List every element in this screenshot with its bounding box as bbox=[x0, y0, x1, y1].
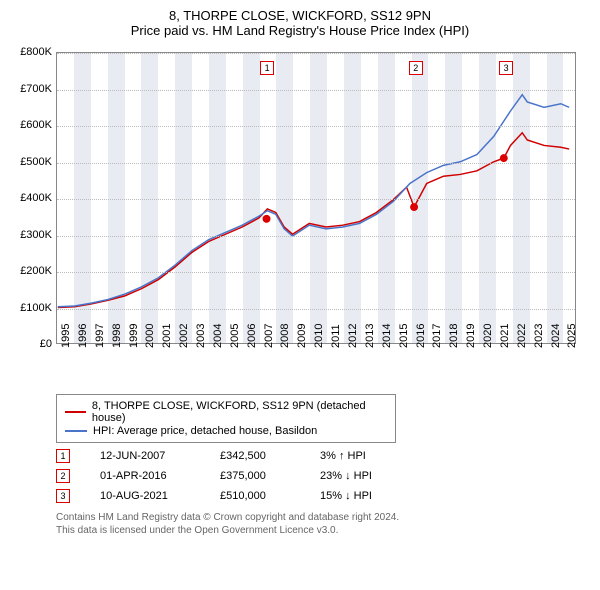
transaction-price: £375,000 bbox=[220, 470, 290, 482]
footer-line2: This data is licensed under the Open Gov… bbox=[56, 524, 588, 537]
x-axis-label: 2003 bbox=[195, 324, 207, 348]
y-axis-label: £100K bbox=[12, 302, 52, 314]
transaction-num: 1 bbox=[56, 449, 70, 463]
gridline-h bbox=[57, 309, 575, 310]
x-axis-label: 2021 bbox=[499, 324, 511, 348]
transaction-row: 1 12-JUN-2007 £342,500 3% ↑ HPI bbox=[56, 449, 588, 463]
x-axis-label: 2011 bbox=[330, 324, 342, 348]
x-axis-label: 2023 bbox=[533, 324, 545, 348]
x-axis-label: 2013 bbox=[364, 324, 376, 348]
transaction-marker-3: 3 bbox=[499, 61, 513, 75]
x-axis-label: 1999 bbox=[128, 324, 140, 348]
x-axis-label: 2001 bbox=[161, 324, 173, 348]
x-axis-label: 2017 bbox=[431, 324, 443, 348]
gridline-h bbox=[57, 90, 575, 91]
plot-area: 1 2 3 bbox=[56, 52, 576, 344]
x-axis-label: 2020 bbox=[482, 324, 494, 348]
x-axis-label: 2009 bbox=[296, 324, 308, 348]
legend-swatch bbox=[65, 430, 87, 432]
legend-item: 8, THORPE CLOSE, WICKFORD, SS12 9PN (det… bbox=[65, 400, 387, 424]
transaction-marker-2: 2 bbox=[409, 61, 423, 75]
x-axis-label: 2012 bbox=[347, 324, 359, 348]
x-axis-label: 2010 bbox=[313, 324, 325, 348]
legend: 8, THORPE CLOSE, WICKFORD, SS12 9PN (det… bbox=[56, 394, 396, 443]
transaction-num: 3 bbox=[56, 489, 70, 503]
transaction-date: 01-APR-2016 bbox=[100, 470, 190, 482]
y-axis-label: £200K bbox=[12, 265, 52, 277]
legend-label: HPI: Average price, detached house, Basi… bbox=[93, 425, 317, 437]
transaction-row: 3 10-AUG-2021 £510,000 15% ↓ HPI bbox=[56, 489, 588, 503]
transactions-table: 1 12-JUN-2007 £342,500 3% ↑ HPI 2 01-APR-2016… bbox=[56, 449, 588, 503]
y-axis-label: £400K bbox=[12, 192, 52, 204]
transaction-delta: 23% ↓ HPI bbox=[320, 470, 410, 482]
y-axis-label: £500K bbox=[12, 156, 52, 168]
y-axis-label: £600K bbox=[12, 119, 52, 131]
transaction-price: £510,000 bbox=[220, 490, 290, 502]
gridline-h bbox=[57, 53, 575, 54]
x-axis-label: 1996 bbox=[77, 324, 89, 348]
line-series-svg bbox=[57, 53, 575, 343]
x-axis-label: 2019 bbox=[465, 324, 477, 348]
x-axis-label: 2004 bbox=[212, 324, 224, 348]
x-axis-label: 2007 bbox=[263, 324, 275, 348]
gridline-h bbox=[57, 236, 575, 237]
y-axis-label: £300K bbox=[12, 229, 52, 241]
gridline-h bbox=[57, 126, 575, 127]
gridline-h bbox=[57, 272, 575, 273]
transaction-dot bbox=[410, 203, 418, 211]
x-axis-label: 2000 bbox=[144, 324, 156, 348]
legend-label: 8, THORPE CLOSE, WICKFORD, SS12 9PN (det… bbox=[92, 400, 387, 424]
title-address: 8, THORPE CLOSE, WICKFORD, SS12 9PN bbox=[12, 8, 588, 23]
x-axis-label: 2005 bbox=[229, 324, 241, 348]
transaction-marker-1: 1 bbox=[260, 61, 274, 75]
x-axis-label: 2014 bbox=[381, 324, 393, 348]
series-property bbox=[58, 133, 569, 308]
gridline-h bbox=[57, 199, 575, 200]
y-axis-label: £800K bbox=[12, 46, 52, 58]
gridline-h bbox=[57, 163, 575, 164]
x-axis-label: 2024 bbox=[550, 324, 562, 348]
x-axis-label: 2006 bbox=[246, 324, 258, 348]
y-axis-label: £0 bbox=[12, 338, 52, 350]
y-axis-label: £700K bbox=[12, 83, 52, 95]
title-subtitle: Price paid vs. HM Land Registry's House … bbox=[12, 23, 588, 38]
transaction-price: £342,500 bbox=[220, 450, 290, 462]
x-axis-label: 1997 bbox=[94, 324, 106, 348]
transaction-dot bbox=[500, 154, 508, 162]
legend-item: HPI: Average price, detached house, Basi… bbox=[65, 425, 387, 437]
transaction-date: 12-JUN-2007 bbox=[100, 450, 190, 462]
transaction-delta: 3% ↑ HPI bbox=[320, 450, 410, 462]
chart-area: 1 2 3 £0 £100K £200K £300K £400K £500K £600K £700… bbox=[12, 46, 588, 386]
x-axis-label: 2025 bbox=[566, 324, 578, 348]
x-axis-label: 2016 bbox=[415, 324, 427, 348]
title-block: 8, THORPE CLOSE, WICKFORD, SS12 9PN Pric… bbox=[12, 8, 588, 38]
x-axis-label: 2015 bbox=[398, 324, 410, 348]
legend-swatch bbox=[65, 411, 86, 413]
chart-container: 8, THORPE CLOSE, WICKFORD, SS12 9PN Pric… bbox=[0, 0, 600, 545]
footer-attribution: Contains HM Land Registry data © Crown c… bbox=[56, 511, 588, 537]
x-axis-label: 2018 bbox=[448, 324, 460, 348]
x-axis-label: 1998 bbox=[111, 324, 123, 348]
x-axis-label: 1995 bbox=[60, 324, 72, 348]
x-axis-label: 2002 bbox=[178, 324, 190, 348]
footer-line1: Contains HM Land Registry data © Crown c… bbox=[56, 511, 588, 524]
transaction-date: 10-AUG-2021 bbox=[100, 490, 190, 502]
transaction-dot bbox=[263, 215, 271, 223]
transaction-num: 2 bbox=[56, 469, 70, 483]
x-axis-label: 2022 bbox=[516, 324, 528, 348]
transaction-row: 2 01-APR-2016 £375,000 23% ↓ HPI bbox=[56, 469, 588, 483]
x-axis-label: 2008 bbox=[279, 324, 291, 348]
transaction-delta: 15% ↓ HPI bbox=[320, 490, 410, 502]
